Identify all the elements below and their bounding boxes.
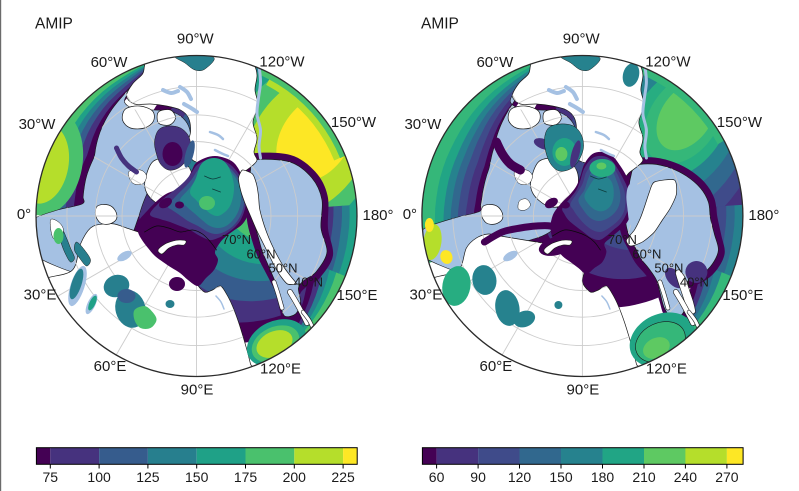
svg-text:240: 240 [674,469,698,485]
svg-text:150°E: 150°E [722,287,763,304]
svg-text:90°E: 90°E [181,382,214,399]
svg-text:150°W: 150°W [331,114,377,131]
svg-text:175: 175 [234,469,258,485]
svg-text:200: 200 [283,469,307,485]
svg-text:50°N: 50°N [268,261,297,276]
svg-text:60: 60 [429,469,445,485]
svg-text:40°N: 40°N [294,275,323,290]
svg-text:120°W: 120°W [645,53,691,70]
svg-text:150: 150 [185,469,209,485]
svg-text:180°: 180° [748,207,779,224]
svg-text:120°E: 120°E [646,361,687,378]
svg-text:30°W: 30°W [404,116,442,133]
svg-text:180°: 180° [362,207,393,224]
svg-text:75: 75 [43,469,59,485]
svg-text:60°E: 60°E [480,358,513,375]
svg-text:60°E: 60°E [94,358,127,375]
svg-text:150: 150 [549,469,573,485]
svg-text:0°: 0° [17,206,31,223]
svg-text:120: 120 [508,469,532,485]
svg-text:70°N: 70°N [222,232,251,247]
svg-text:30°W: 30°W [19,116,57,133]
svg-text:100: 100 [87,469,111,485]
svg-text:60°N: 60°N [632,247,661,262]
svg-text:60°W: 60°W [91,54,129,71]
svg-text:70°N: 70°N [608,232,637,247]
svg-text:60°N: 60°N [246,247,275,262]
svg-text:120°W: 120°W [259,53,305,70]
svg-text:30°E: 30°E [410,287,443,304]
svg-text:40°N: 40°N [680,275,709,290]
svg-text:150°E: 150°E [336,287,377,304]
svg-text:90°E: 90°E [567,382,600,399]
svg-text:AMIP: AMIP [35,16,73,33]
svg-text:125: 125 [136,469,160,485]
svg-text:AMIP: AMIP [421,16,459,33]
svg-text:90°W: 90°W [563,31,601,48]
svg-text:225: 225 [331,469,355,485]
svg-text:0°: 0° [403,206,417,223]
svg-text:180: 180 [591,469,615,485]
svg-text:50°N: 50°N [654,261,683,276]
svg-text:60°W: 60°W [476,54,514,71]
svg-text:270: 270 [715,469,739,485]
svg-text:120°E: 120°E [260,361,301,378]
svg-text:90°W: 90°W [177,31,215,48]
svg-text:30°E: 30°E [24,287,57,304]
svg-text:150°W: 150°W [717,114,763,131]
svg-text:90: 90 [470,469,486,485]
svg-text:210: 210 [632,469,656,485]
